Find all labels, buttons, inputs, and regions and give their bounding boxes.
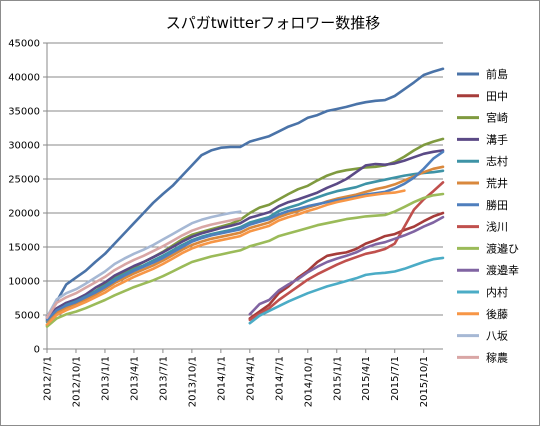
legend-label: 八坂 <box>486 330 508 343</box>
legend-label: 浅川 <box>486 221 508 234</box>
series-line-渡邉幸 <box>248 215 445 316</box>
y-tick-label: 20000 <box>8 209 40 220</box>
chart-title: スパガtwitterフォロワー数推移 <box>166 14 380 32</box>
x-axis: 2012/7/1 2012/10/1 2013/1/1 2013/4/1 2013/7/… <box>43 348 443 407</box>
y-tick-label: 0 <box>34 345 40 356</box>
y-tick-label: 40000 <box>8 73 40 84</box>
x-tick-label: 2012/7/1 <box>43 356 54 401</box>
series-line-田中 <box>248 211 445 320</box>
gridlines <box>47 42 443 350</box>
series-line-前島 <box>45 67 445 320</box>
legend-label: 渡邉ひ <box>486 241 519 255</box>
series-lines <box>45 67 445 328</box>
y-tick-label: 30000 <box>8 141 40 152</box>
y-tick-label: 10000 <box>8 277 40 288</box>
legend-label: 稼農 <box>486 350 508 364</box>
y-tick-label: 5000 <box>15 311 40 322</box>
y-tick-label: 15000 <box>8 243 40 254</box>
x-tick-label: 2015/1/1 <box>332 356 343 401</box>
x-tick-label: 2012/10/1 <box>71 356 82 407</box>
legend-label: 渡邉幸 <box>486 263 519 277</box>
legend-label: 勝田 <box>486 198 508 212</box>
y-axis: 0 5000 10000 15000 20000 25000 30000 35000 40000… <box>8 39 48 356</box>
x-tick-label: 2015/7/1 <box>390 356 401 401</box>
legend-label: 志村 <box>486 154 508 168</box>
y-tick-label: 35000 <box>8 107 40 118</box>
series-line-八坂 <box>45 210 242 319</box>
legend-label: 宮崎 <box>486 111 508 125</box>
legend-label: 後藤 <box>486 307 508 321</box>
series-line-渡邉ひ <box>45 192 445 328</box>
x-tick-label: 2014/7/1 <box>274 356 285 401</box>
x-tick-label: 2013/4/1 <box>129 356 140 401</box>
x-tick-label: 2013/10/1 <box>187 356 198 407</box>
series-line-内村 <box>248 256 445 325</box>
x-tick-label: 2014/10/1 <box>303 356 314 407</box>
series-line-後藤 <box>45 189 406 326</box>
series-line-荒井 <box>45 165 445 322</box>
y-tick-label: 45000 <box>8 39 40 50</box>
y-tick-label: 25000 <box>8 175 40 186</box>
x-tick-label: 2014/1/1 <box>216 356 227 401</box>
legend-label: 溝手 <box>486 132 508 146</box>
legend-label: 前島 <box>486 67 508 81</box>
x-tick-label: 2013/1/1 <box>100 356 111 401</box>
x-tick-label: 2015/4/1 <box>361 356 372 401</box>
x-tick-label: 2015/10/1 <box>419 356 430 407</box>
series-line-溝手 <box>45 149 445 318</box>
series-line-勝田 <box>45 150 445 322</box>
series-line-宮崎 <box>45 137 445 327</box>
legend-label: 荒井 <box>486 176 508 190</box>
series-line-浅川 <box>248 181 445 322</box>
legend-label: 内村 <box>486 285 508 299</box>
series-line-志村 <box>45 169 445 324</box>
series-line-稼農 <box>45 217 242 319</box>
x-tick-label: 2013/7/1 <box>158 356 169 401</box>
legend-label: 田中 <box>486 90 508 103</box>
x-tick-label: 2014/4/1 <box>245 356 256 401</box>
